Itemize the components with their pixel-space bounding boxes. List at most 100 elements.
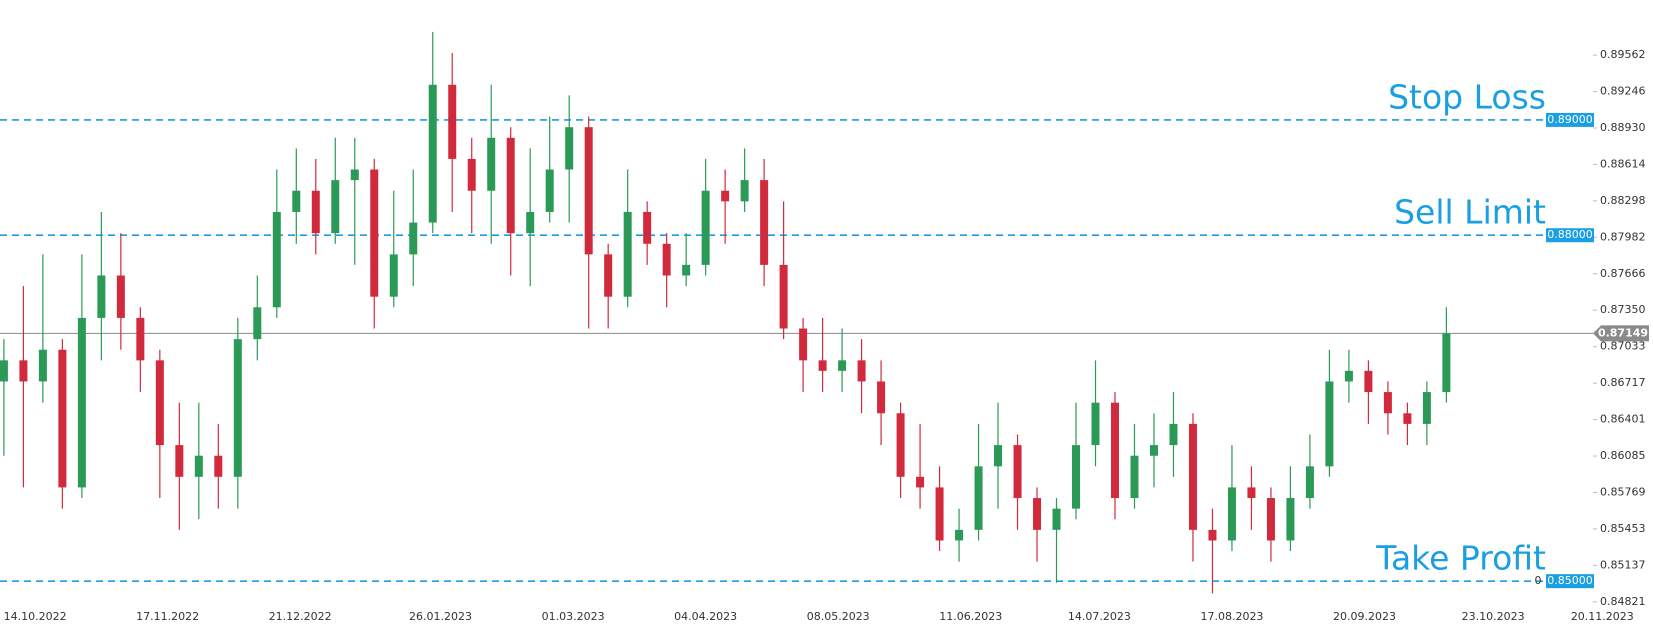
candle-body [19, 360, 28, 382]
candle-body [1403, 413, 1412, 424]
x-tick-label: 14.07.2023 [1068, 610, 1131, 623]
candle-body [1091, 402, 1100, 446]
candle-body [97, 275, 106, 318]
candle-body [194, 455, 203, 477]
y-tick-label: 0.87666 [1600, 267, 1646, 280]
level-name: Sell Limit [1394, 193, 1546, 232]
candle-body [409, 222, 418, 255]
candle-body [214, 455, 223, 477]
y-tick-label: 0.84821 [1600, 595, 1646, 608]
candle-body [175, 445, 184, 477]
x-tick-label: 17.11.2022 [136, 610, 199, 623]
candle-body [1110, 402, 1119, 499]
y-tick-label: 0.85137 [1600, 558, 1646, 571]
y-tick-label: 0.89246 [1600, 85, 1646, 98]
x-tick-label: 14.10.2022 [4, 610, 67, 623]
y-tick-label: 0.85453 [1600, 522, 1646, 535]
candle-body [818, 360, 827, 371]
candle-body [233, 339, 242, 477]
candle-body [760, 180, 769, 265]
y-tick-label: 0.88930 [1600, 121, 1646, 134]
candle-body [487, 137, 496, 191]
y-tick-label: 0.86085 [1600, 449, 1646, 462]
candle-body [77, 317, 86, 488]
candle-body [1247, 487, 1256, 499]
x-tick-label: 08.05.2023 [807, 610, 870, 623]
level-price: 0.89000 [1547, 113, 1593, 126]
y-tick-label: 0.87982 [1600, 230, 1646, 243]
x-tick-label: 11.06.2023 [939, 610, 1002, 623]
candle-body [896, 413, 905, 477]
x-tick-label: 21.12.2022 [269, 610, 332, 623]
candle-body [1072, 445, 1081, 509]
y-tick-label: 0.87350 [1600, 303, 1646, 316]
level-price: 0.88000 [1547, 228, 1593, 241]
candle-body [877, 381, 886, 414]
candle-body [682, 264, 691, 276]
level-name: Stop Loss [1388, 77, 1546, 116]
candle-body [1149, 445, 1158, 456]
candle-body [1364, 370, 1373, 393]
x-tick-label: 04.04.2023 [674, 610, 737, 623]
candle-body [526, 211, 535, 234]
candle-body [1052, 508, 1061, 530]
y-tick-label: 0.86401 [1600, 413, 1646, 426]
candle-body [506, 137, 515, 234]
candle-body [1208, 529, 1217, 541]
level-box [1546, 228, 1594, 243]
candle-body [370, 169, 379, 297]
candle-body [857, 360, 866, 382]
y-tick-label: 0.87033 [1600, 340, 1646, 353]
candle-body [292, 190, 301, 212]
candle-body [935, 487, 944, 541]
candle-body [643, 211, 652, 244]
candle-body [0, 360, 8, 382]
candle-body [272, 211, 281, 308]
x-tick-label: 26.01.2023 [409, 610, 472, 623]
candle-body [448, 84, 457, 159]
y-tick-label: 0.85769 [1600, 485, 1646, 498]
candle-body [38, 349, 47, 382]
x-tick-label: 23.10.2023 [1462, 610, 1525, 623]
candle-body [584, 127, 593, 255]
candle-body [662, 243, 671, 276]
candle-body [155, 360, 164, 446]
candle-body [1013, 445, 1022, 499]
candle-body [389, 254, 398, 297]
candle-body [1188, 423, 1197, 530]
candle-body [779, 264, 788, 329]
candle-body [623, 211, 632, 297]
candle-body [799, 328, 808, 361]
y-tick-label: 0.88614 [1600, 157, 1646, 170]
candle-body [916, 476, 925, 488]
candle-body [955, 529, 964, 541]
candle-body [1325, 381, 1334, 467]
candle-body [994, 445, 1003, 467]
x-tick-label: 20.09.2023 [1333, 610, 1396, 623]
level-box [1546, 112, 1594, 127]
y-tick-label: 0.88298 [1600, 194, 1646, 207]
candle-body [311, 190, 320, 234]
candle-body [1286, 498, 1295, 541]
candle-body [253, 307, 262, 340]
candle-body [116, 275, 125, 318]
y-tick-label: 0.86717 [1600, 376, 1646, 389]
current-price-label: 0.87149 [1598, 326, 1648, 339]
candle-body [1305, 466, 1314, 499]
level-badge: 0 [1535, 574, 1542, 587]
candle-body [58, 349, 67, 488]
candle-body [428, 84, 437, 223]
candle-body [136, 317, 145, 361]
candle-body [1344, 370, 1353, 382]
level-name: Take Profit [1375, 539, 1546, 578]
candle-body [1169, 423, 1178, 446]
x-tick-label: 20.11.2023 [1571, 610, 1634, 623]
candle-body [1422, 392, 1431, 424]
candle-body [1383, 392, 1392, 414]
candle-body [565, 127, 574, 170]
candle-body [350, 169, 359, 181]
level-price: 0.85000 [1547, 574, 1593, 587]
candle-body [604, 254, 613, 297]
candle-body [1442, 333, 1451, 393]
